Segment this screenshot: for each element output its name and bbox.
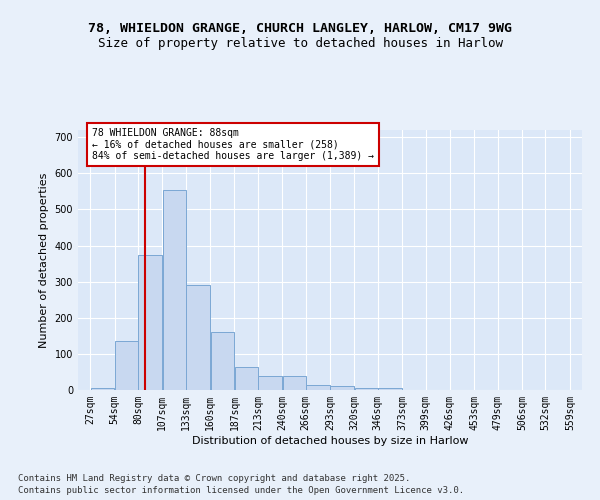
- Bar: [283, 376, 306, 390]
- Bar: [115, 341, 139, 390]
- Bar: [235, 366, 259, 390]
- Bar: [211, 332, 234, 390]
- Bar: [378, 388, 401, 390]
- Bar: [259, 376, 282, 390]
- Bar: [139, 254, 162, 390]
- Text: 78 WHIELDON GRANGE: 88sqm
← 16% of detached houses are smaller (258)
84% of semi: 78 WHIELDON GRANGE: 88sqm ← 16% of detac…: [92, 128, 374, 161]
- Bar: [186, 286, 209, 390]
- Y-axis label: Number of detached properties: Number of detached properties: [39, 172, 49, 348]
- Bar: [163, 190, 186, 390]
- Text: Contains HM Land Registry data © Crown copyright and database right 2025.
Contai: Contains HM Land Registry data © Crown c…: [18, 474, 464, 495]
- Text: Size of property relative to detached houses in Harlow: Size of property relative to detached ho…: [97, 38, 503, 51]
- Bar: [331, 386, 354, 390]
- Text: 78, WHIELDON GRANGE, CHURCH LANGLEY, HARLOW, CM17 9WG: 78, WHIELDON GRANGE, CHURCH LANGLEY, HAR…: [88, 22, 512, 36]
- Bar: [355, 388, 378, 390]
- Bar: [91, 388, 114, 390]
- X-axis label: Distribution of detached houses by size in Harlow: Distribution of detached houses by size …: [192, 436, 468, 446]
- Bar: [306, 384, 329, 390]
